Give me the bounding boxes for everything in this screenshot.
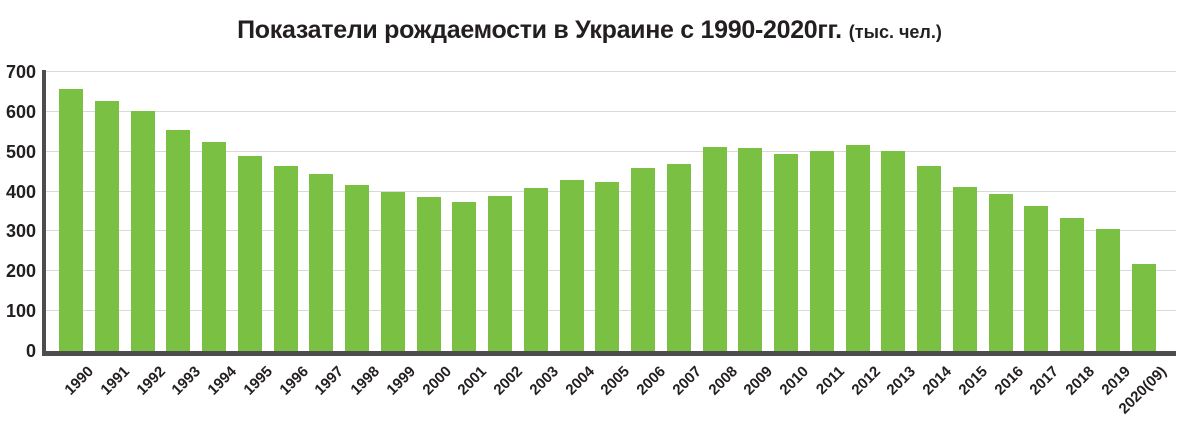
plot-area — [46, 71, 1176, 351]
bar-2006 — [631, 168, 655, 351]
bar-2018 — [1060, 218, 1084, 351]
y-tick-label-700: 700 — [5, 62, 36, 82]
y-tick-label-400: 400 — [5, 181, 36, 202]
bar-2004 — [559, 180, 584, 351]
bar-1995 — [237, 156, 262, 351]
bar-2007 — [666, 164, 691, 351]
bar-2010 — [774, 153, 798, 351]
bar-2009 — [738, 148, 763, 351]
bar-1992 — [130, 111, 155, 351]
bar-2019 — [1095, 229, 1120, 351]
bar-1998 — [345, 185, 369, 351]
bar-2011 — [809, 150, 834, 351]
bar-2008 — [702, 146, 727, 351]
chart-title-text: Показатели рождаемости в Украине с 1990-… — [237, 16, 842, 44]
chart-title: Показатели рождаемости в Украине с 1990-… — [0, 16, 1179, 45]
bar-2012 — [845, 145, 870, 351]
bar-2017 — [1024, 205, 1049, 351]
bar-2020(09) — [1131, 264, 1156, 351]
y-axis-line — [42, 70, 46, 356]
bar-1999 — [380, 191, 405, 351]
bar-2013 — [881, 150, 906, 351]
bar-2016 — [988, 193, 1013, 351]
bar-1997 — [309, 174, 334, 351]
bar-1994 — [202, 141, 226, 351]
bar-1991 — [94, 101, 119, 351]
x-axis-line — [42, 351, 1176, 356]
y-tick-label-300: 300 — [5, 221, 36, 242]
bar-1990 — [59, 89, 83, 351]
bar-1993 — [166, 129, 191, 351]
y-tick-label-500: 500 — [5, 141, 36, 162]
bar-1996 — [273, 166, 298, 351]
bar-2002 — [488, 196, 512, 351]
y-axis-tick-labels: 0 100 200 300 400 500 600 700 — [0, 63, 36, 360]
bar-2000 — [416, 196, 441, 351]
y-tick-label-0: 0 — [25, 341, 36, 361]
y-tick-label-100: 100 — [5, 301, 36, 322]
y-tick-label-200: 200 — [5, 261, 36, 282]
bar-2014 — [917, 165, 941, 351]
bar-2015 — [952, 187, 977, 351]
bar-2005 — [595, 182, 620, 351]
gridline-600 — [46, 110, 1176, 112]
y-tick-label-600: 600 — [5, 101, 36, 122]
bar-2001 — [452, 201, 477, 351]
bar-2003 — [523, 187, 548, 351]
gridline-500 — [46, 150, 1176, 152]
chart-title-unit: (тыс. чел.) — [848, 22, 942, 42]
gridline-700 — [46, 71, 1176, 72]
x-axis-tick-labels: 1990 1991 1992 1993 1994 1995 1996 1997 1998 1999… — [46, 351, 1179, 425]
